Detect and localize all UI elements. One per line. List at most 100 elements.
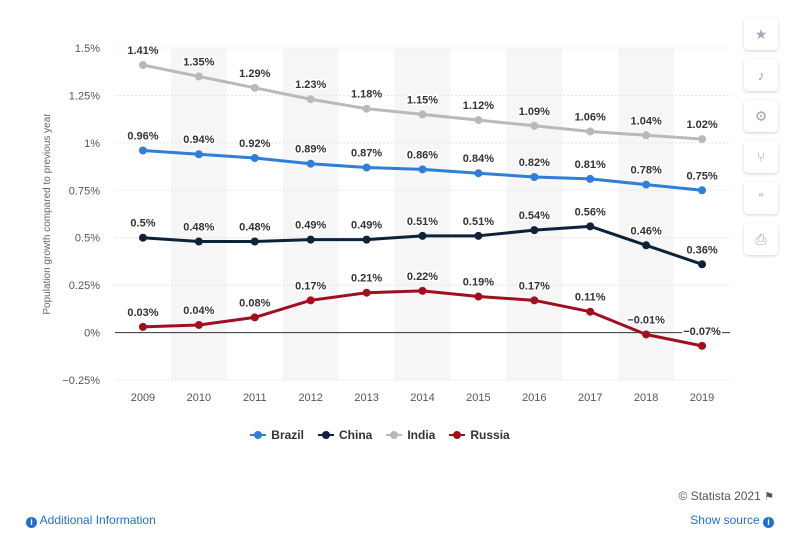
data-point-china[interactable] (306, 235, 315, 244)
data-point-china[interactable] (530, 226, 539, 235)
x-tick-label: 2018 (634, 392, 658, 404)
data-point-india[interactable] (698, 135, 707, 144)
legend-label: China (338, 428, 373, 442)
data-label-china: 0.54% (519, 210, 550, 222)
legend-label: India (407, 428, 436, 442)
sidebar-toolbar: ★ ♪ ⚙ ⑂ ” ⎙ (744, 18, 782, 255)
data-point-russia[interactable] (194, 320, 203, 329)
data-point-india[interactable] (530, 121, 539, 130)
data-point-brazil[interactable] (250, 154, 259, 163)
data-point-russia[interactable] (530, 296, 539, 305)
gear-button[interactable]: ⚙ (744, 100, 778, 132)
legend-item-russia[interactable]: Russia (449, 428, 510, 442)
data-point-russia[interactable] (474, 292, 483, 301)
data-point-india[interactable] (362, 104, 371, 113)
data-point-india[interactable] (586, 127, 595, 136)
data-point-india[interactable] (306, 95, 315, 104)
print-button[interactable]: ⎙ (744, 223, 778, 255)
print-icon: ⎙ (755, 230, 767, 247)
legend-item-china[interactable]: China (317, 428, 373, 442)
legend-item-brazil[interactable]: Brazil (250, 428, 304, 442)
data-point-china[interactable] (586, 222, 595, 231)
data-label-russia: 0.03% (127, 307, 158, 319)
data-label-china: 0.56% (575, 206, 606, 218)
data-point-brazil[interactable] (474, 169, 483, 178)
data-point-russia[interactable] (586, 307, 595, 316)
data-point-china[interactable] (474, 231, 483, 240)
share-button[interactable]: ⑂ (744, 141, 778, 173)
data-point-brazil[interactable] (418, 165, 427, 174)
data-point-brazil[interactable] (194, 150, 203, 159)
bell-button[interactable]: ♪ (744, 59, 778, 91)
data-label-india: 1.18% (351, 89, 382, 101)
y-tick-label: 0% (84, 328, 100, 340)
show-source-label: Show source (690, 513, 760, 527)
y-tick-label: 0.75% (69, 185, 100, 197)
star-button[interactable]: ★ (744, 18, 778, 50)
data-label-china: 0.49% (351, 220, 382, 232)
legend-swatch (317, 430, 334, 440)
data-point-china[interactable] (362, 235, 371, 244)
legend-label: Russia (470, 428, 510, 442)
data-label-india: 1.09% (519, 106, 550, 118)
gear-icon: ⚙ (754, 107, 768, 124)
data-point-china[interactable] (250, 237, 259, 246)
legend-item-india[interactable]: India (386, 428, 435, 442)
statista-credit[interactable]: © Statista 2021 ⚑ (679, 489, 774, 503)
y-tick-label: 0.25% (69, 280, 100, 292)
data-label-india: 1.41% (127, 45, 158, 57)
y-tick-label: 0.5% (75, 233, 100, 245)
data-label-china: 0.51% (407, 216, 438, 228)
plot-band (394, 48, 451, 380)
data-point-brazil[interactable] (698, 186, 707, 195)
data-point-russia[interactable] (642, 330, 651, 339)
data-point-russia[interactable] (138, 322, 147, 331)
data-point-brazil[interactable] (138, 146, 147, 155)
data-point-russia[interactable] (362, 288, 371, 297)
data-label-russia: 0.22% (407, 271, 438, 283)
additional-information-link[interactable]: i Additional Information (26, 513, 156, 528)
data-point-china[interactable] (194, 237, 203, 246)
data-label-india: 1.15% (407, 94, 438, 106)
data-label-china: 0.51% (463, 216, 494, 228)
data-point-russia[interactable] (250, 313, 259, 322)
y-tick-label: −0.25% (62, 375, 100, 387)
x-tick-label: 2016 (522, 392, 546, 404)
info-icon: i (26, 517, 37, 528)
data-point-india[interactable] (642, 131, 651, 140)
data-label-brazil: 0.89% (295, 144, 326, 156)
data-point-india[interactable] (138, 61, 147, 70)
data-label-brazil: 0.86% (407, 149, 438, 161)
data-point-russia[interactable] (306, 296, 315, 305)
data-point-brazil[interactable] (530, 173, 539, 182)
data-point-russia[interactable] (698, 341, 707, 350)
data-label-india: 1.23% (295, 79, 326, 91)
data-point-russia[interactable] (418, 286, 427, 295)
data-point-china[interactable] (138, 233, 147, 242)
data-point-brazil[interactable] (586, 174, 595, 183)
data-label-india: 1.29% (239, 68, 270, 80)
y-axis-title: Population growth compared to previous y… (42, 113, 53, 315)
data-point-brazil[interactable] (306, 159, 315, 168)
data-point-china[interactable] (418, 231, 427, 240)
plot-band (618, 48, 675, 380)
data-label-china: 0.5% (130, 218, 155, 230)
data-point-brazil[interactable] (362, 163, 371, 172)
data-point-brazil[interactable] (642, 180, 651, 189)
data-point-china[interactable] (698, 260, 707, 269)
data-label-india: 1.12% (463, 100, 494, 112)
x-tick-label: 2013 (354, 392, 378, 404)
legend-swatch (386, 430, 403, 440)
data-label-russia: 0.08% (239, 297, 270, 309)
data-label-russia: 0.17% (519, 280, 550, 292)
quote-button[interactable]: ” (744, 182, 778, 214)
data-point-india[interactable] (250, 83, 259, 92)
data-label-brazil: 0.75% (686, 170, 717, 182)
data-label-russia: 0.19% (463, 277, 494, 289)
data-point-india[interactable] (194, 72, 203, 81)
show-source-link[interactable]: Show source i (690, 513, 774, 528)
data-point-china[interactable] (642, 241, 651, 250)
data-point-india[interactable] (418, 110, 427, 119)
data-point-india[interactable] (474, 116, 483, 125)
